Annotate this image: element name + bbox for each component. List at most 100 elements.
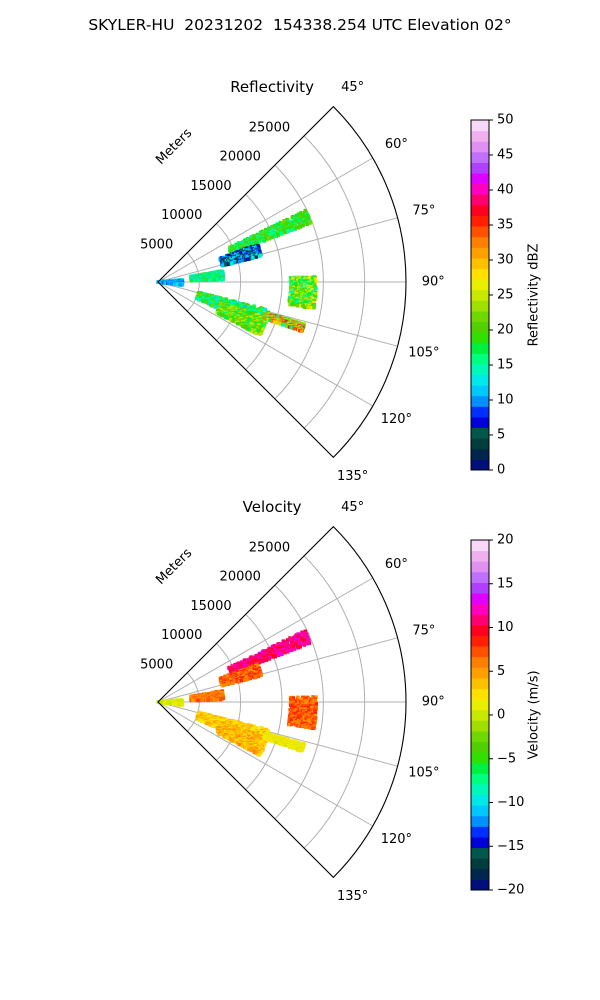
radial-tick-label: 10000 [161, 208, 202, 223]
echo-cell [237, 242, 241, 247]
echo-cell [242, 308, 247, 313]
echo-cell [297, 218, 301, 223]
echo-cell [268, 318, 272, 322]
echo-cell [305, 222, 310, 227]
echo-cell [178, 283, 182, 287]
echo-cell [295, 643, 299, 647]
echo-cell [261, 325, 266, 329]
echo-cell [302, 282, 306, 286]
echo-cell [229, 261, 234, 266]
echo-cell [305, 278, 309, 283]
echo-cell [247, 747, 251, 752]
echo-cell [290, 648, 294, 652]
colorbar-segment [471, 310, 489, 323]
angular-grid-line [157, 701, 374, 827]
echo-cell [314, 707, 318, 712]
echo-cell [195, 717, 200, 721]
colorbar-segment [471, 385, 489, 397]
echo-cell [314, 700, 318, 704]
echo-cell [292, 718, 297, 722]
echo-cell [256, 313, 260, 317]
echo-cell [232, 303, 236, 307]
echo-cell [169, 282, 174, 286]
echo-cell [252, 243, 256, 247]
echo-cell [289, 638, 293, 643]
echo-cell [258, 746, 262, 750]
echo-cell [256, 664, 260, 668]
angular-grid-line [157, 217, 398, 283]
echo-cell [245, 677, 250, 682]
echo-cell [211, 278, 215, 282]
echo-cell [258, 731, 263, 736]
angular-grid-line [157, 577, 374, 703]
echo-cell [314, 290, 318, 294]
echo-cell [300, 212, 305, 217]
colorbar-tick-label: 0 [497, 463, 505, 478]
echo-cell [255, 329, 260, 334]
echo-cell [239, 679, 244, 683]
echo-cell [227, 314, 231, 318]
echo-cell [301, 697, 305, 701]
echo-cell [304, 305, 308, 310]
echo-cell [234, 736, 238, 741]
echo-cell [256, 730, 260, 735]
echo-cell [300, 300, 305, 305]
echo-cell [308, 305, 312, 310]
colorbar-tick-label: 10 [497, 393, 514, 408]
echo-cell [300, 642, 305, 647]
colorbar-segment [471, 130, 489, 142]
echo-cell [290, 703, 295, 708]
angular-grid-line [157, 281, 398, 347]
echo-cell [257, 660, 262, 665]
echo-cell [224, 263, 228, 267]
echo-cell [301, 702, 305, 706]
echo-cell [245, 327, 250, 331]
echo-cell [260, 307, 265, 312]
echo-cell [306, 305, 310, 310]
echo-cell [257, 240, 261, 244]
echo-cell [220, 314, 225, 318]
echo-cell [234, 664, 238, 668]
echo-cell [239, 721, 243, 725]
echo-cell [295, 284, 299, 288]
echo-cell [242, 741, 246, 746]
echo-cell [245, 727, 249, 731]
echo-cell [249, 734, 253, 738]
echo-cell [298, 225, 303, 229]
echo-cell [248, 725, 253, 729]
echo-cell [290, 714, 294, 719]
echo-cell [209, 278, 213, 282]
echo-cell [301, 712, 306, 717]
echo-cell [313, 295, 318, 299]
echo-cell [311, 713, 316, 718]
echo-cell [247, 328, 252, 332]
echo-cell [303, 695, 307, 699]
echo-cell [263, 307, 268, 312]
echo-cell [240, 725, 245, 729]
echo-cell [307, 296, 311, 301]
echo-cell [280, 652, 284, 656]
echo-cell [305, 633, 309, 637]
colorbar-tick-label: 45 [497, 148, 514, 163]
colorbar-segment [471, 120, 489, 132]
colorbar-segment [471, 279, 489, 291]
echo-cell [241, 304, 245, 308]
echo-cell [197, 278, 201, 283]
echo-cell [248, 317, 252, 322]
echo-cell [255, 748, 260, 753]
echo-cell [263, 728, 267, 733]
echo-cell [231, 739, 235, 743]
echo-cell [259, 726, 263, 730]
echo-cell [312, 304, 317, 308]
echo-cell [228, 738, 233, 742]
echo-cell [293, 275, 297, 280]
colorbar-segment [471, 257, 489, 269]
echo-cell [190, 278, 194, 283]
echo-cell [311, 280, 315, 284]
velocity-panel: Velocity 45°60°75°90°105°120°135°50001000… [140, 498, 541, 904]
colorbar-segment [471, 459, 489, 471]
echo-cell [240, 735, 244, 739]
echo-cell [221, 732, 225, 736]
colorbar-segment [471, 395, 489, 407]
echo-cell [234, 721, 239, 726]
